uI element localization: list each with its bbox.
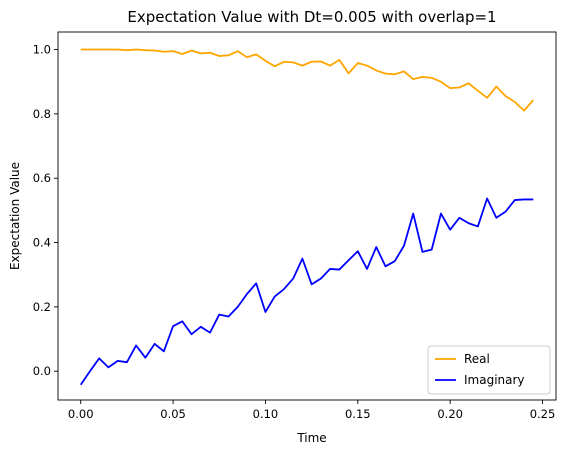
y-tick-label: 0.0 (33, 364, 51, 378)
plot-area: 0.00 0.05 0.10 0.15 0.20 0.25 0.0 0.2 0.4 0.6 0.8 1… (33, 31, 557, 421)
y-tick-label: 0.2 (33, 300, 51, 314)
x-tick-label: 0.10 (253, 407, 279, 421)
chart-title: Expectation Value with Dt=0.005 with ove… (127, 8, 496, 26)
y-tick-label: 0.4 (33, 236, 51, 250)
x-tick-label: 0.25 (530, 407, 556, 421)
legend: Real Imaginary (427, 345, 551, 395)
axes-frame (57, 31, 557, 401)
legend-label-real: Real (464, 352, 490, 366)
x-tick-label: 0.20 (437, 407, 463, 421)
y-axis-label: Expectation Value (8, 162, 22, 270)
y-tick-label: 1.0 (33, 43, 51, 57)
series-line-real (80, 48, 534, 112)
y-tick-label: 0.6 (33, 171, 51, 185)
x-tick-label: 0.05 (160, 407, 186, 421)
x-tick-label: 0.00 (68, 407, 94, 421)
legend-box (427, 345, 551, 395)
y-tick-label: 0.8 (33, 107, 51, 121)
series-line-imaginary (79, 197, 534, 386)
x-tick-label: 0.15 (345, 407, 371, 421)
x-axis-label: Time (296, 431, 326, 445)
legend-label-imaginary: Imaginary (464, 373, 525, 387)
